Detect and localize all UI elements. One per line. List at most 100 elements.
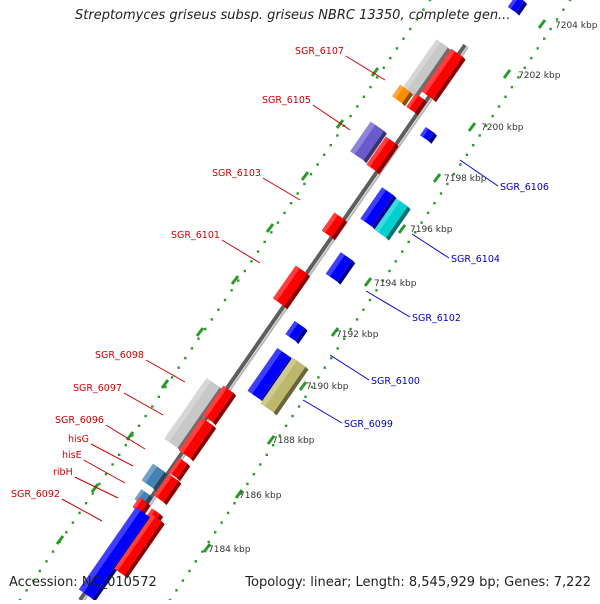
gene-label[interactable]: SGR_6101 — [171, 230, 220, 241]
ruler-dot-left — [422, 8, 425, 11]
gene-block[interactable] — [421, 48, 466, 103]
ruler-labels: 7184 kbp 7186 kbp 7188 kbp 7190 kbp 7192 kbp… — [208, 21, 598, 555]
ruler-dot-left — [204, 327, 207, 331]
ruler-dot-left — [316, 163, 319, 166]
ruler-dot-right — [562, 8, 565, 11]
gene-block[interactable] — [392, 84, 413, 107]
gene-label[interactable]: SGR_6105 — [262, 95, 311, 106]
ruler-label: 7192 kbp — [336, 330, 379, 340]
gene-block[interactable] — [168, 457, 191, 482]
ruler-dot-left — [289, 202, 293, 205]
ruler-tick — [335, 119, 345, 129]
gene-block[interactable] — [114, 514, 165, 579]
gene-block-face — [366, 136, 396, 172]
gene-block[interactable] — [272, 265, 311, 310]
ruler-dot-right — [497, 105, 501, 108]
ruler-dot-left — [409, 27, 412, 31]
map-title: Streptomyces griseus subsp. griseus NBRC… — [75, 8, 511, 23]
ruler-dot-right — [201, 550, 204, 553]
ruler-dot-left — [170, 376, 174, 379]
ruler-tick — [363, 277, 373, 287]
ruler-tick — [230, 275, 240, 285]
gene-block-shine — [78, 507, 141, 593]
gene-block[interactable] — [202, 385, 237, 426]
ruler-dot-right — [291, 414, 294, 418]
gene-label[interactable]: SGR_6098 — [95, 350, 144, 361]
gene-label[interactable]: SGR_6097 — [73, 383, 122, 394]
gene-block-face — [260, 357, 306, 413]
gene-label[interactable]: ribH — [53, 467, 73, 478]
gene-block[interactable] — [350, 121, 387, 164]
ruler-label: 7204 kbp — [555, 21, 598, 31]
gene-block-shine — [260, 357, 297, 407]
ruler-dot-right — [420, 221, 423, 224]
gene-block-face — [153, 473, 179, 503]
gene-block-shine — [507, 0, 517, 9]
gene-block-shine — [132, 497, 143, 510]
gene-label[interactable]: SGR_6092 — [11, 489, 60, 500]
gene-block-side — [331, 219, 348, 241]
gene-label[interactable]: SGR_6099 — [344, 419, 393, 430]
gene-block[interactable] — [178, 417, 217, 462]
ruler-dot-right — [394, 260, 397, 263]
gene-block[interactable] — [406, 93, 427, 116]
gene-block[interactable] — [260, 357, 309, 416]
ruler-tick — [370, 67, 380, 77]
ruler-dot-left — [217, 308, 220, 311]
gene-label[interactable]: SGR_6106 — [500, 182, 549, 193]
gene-block[interactable] — [325, 252, 356, 285]
ruler-dot-right — [414, 231, 417, 234]
gene-block[interactable] — [360, 187, 397, 230]
gene-block[interactable] — [374, 198, 411, 241]
ruler-dot-left — [45, 560, 48, 563]
ruler-dot-right — [491, 114, 494, 118]
gene-block[interactable] — [507, 0, 528, 16]
ruler-dot-right — [452, 173, 456, 176]
ruler-dot-left — [415, 18, 418, 21]
gene-block-face — [178, 417, 214, 459]
gene-label[interactable]: SGR_6096 — [55, 415, 104, 426]
gene-label[interactable]: SGR_6102 — [412, 313, 461, 324]
gene-block-shine — [321, 212, 338, 233]
gene-block-face — [392, 84, 410, 104]
gene-label[interactable]: SGR_6100 — [371, 376, 420, 387]
gene-block-side — [385, 206, 411, 241]
ruler-dot-left — [336, 134, 339, 137]
gene-label[interactable]: SGR_6107 — [295, 46, 344, 57]
gene-block-shine — [360, 187, 387, 222]
gene-block[interactable] — [285, 321, 308, 344]
gene-block[interactable] — [153, 473, 182, 506]
gene-label[interactable]: SGR_6104 — [451, 254, 500, 265]
gene-label[interactable]: hisG — [68, 434, 89, 445]
gene-block[interactable] — [321, 212, 348, 241]
gene-block-face — [202, 385, 234, 423]
ruler-dot-right — [465, 153, 468, 156]
gene-block-side — [376, 143, 399, 175]
gene-block-face — [321, 212, 345, 238]
gene-block[interactable] — [141, 463, 168, 492]
gene-label[interactable]: SGR_6103 — [212, 168, 261, 179]
ruler-dot-right — [517, 76, 520, 79]
gene-label[interactable]: hisE — [62, 450, 82, 461]
ruler-dot-right — [510, 85, 514, 89]
ruler-dot-left — [210, 318, 213, 321]
ruler-ticks — [18, 0, 572, 602]
ruler-dot-right — [355, 318, 359, 321]
gene-block[interactable] — [420, 127, 437, 144]
ruler-dot-right — [439, 192, 443, 195]
ruler-dot-right — [381, 279, 385, 282]
gene-block-face — [168, 457, 188, 479]
leader-line — [221, 239, 261, 264]
gene-block[interactable] — [366, 136, 399, 175]
ruler-dot-right — [297, 405, 301, 408]
ruler-dot-right — [214, 531, 217, 534]
ruler-dot-left — [25, 589, 28, 592]
gene-block-shine — [141, 463, 157, 483]
ruler-label: 7190 kbp — [306, 382, 349, 392]
gene-block-shine — [406, 93, 419, 109]
gene-block-face — [114, 514, 162, 576]
ruler-tick — [432, 173, 442, 183]
gene-block[interactable] — [402, 39, 451, 100]
